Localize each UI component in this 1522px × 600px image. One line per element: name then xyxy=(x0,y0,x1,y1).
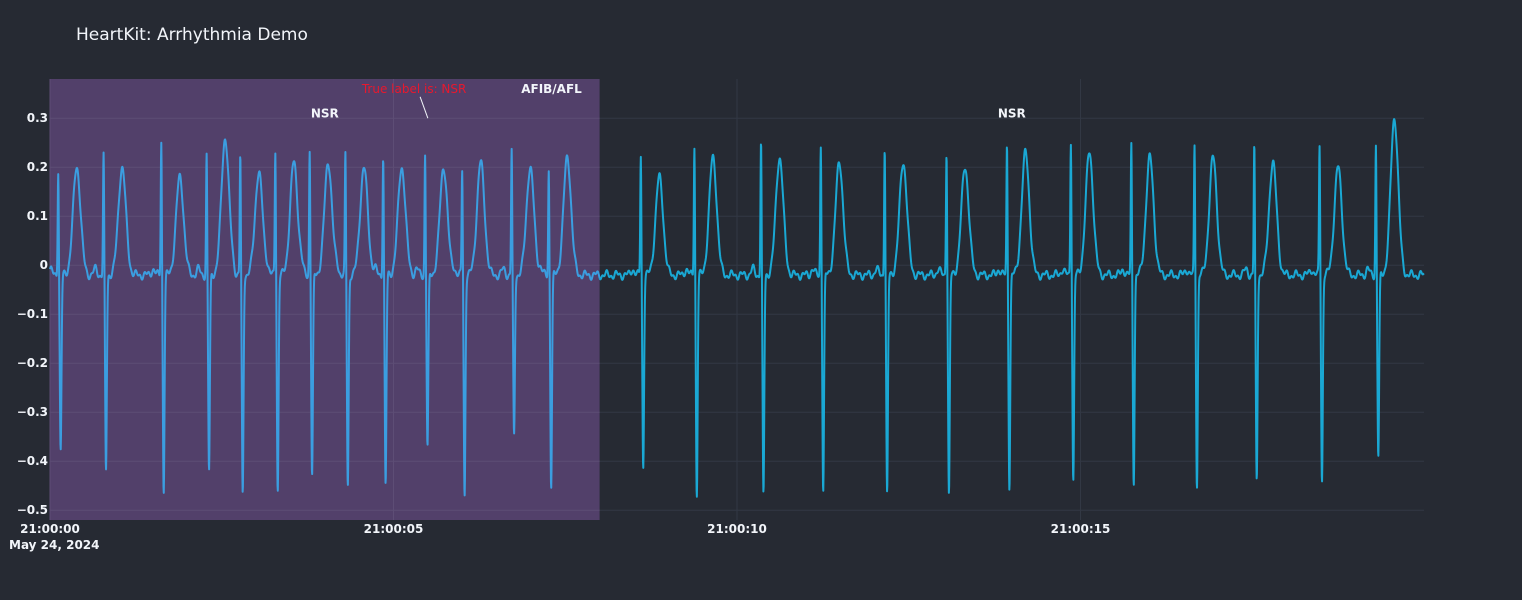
y-tick-label: 0.2 xyxy=(27,160,48,174)
annotation-arrow xyxy=(419,96,429,119)
y-tick-label: −0.4 xyxy=(17,454,48,468)
x-tick-label: 21:00:10 xyxy=(707,522,767,536)
highlight-region xyxy=(50,79,600,520)
y-tick-label: 0 xyxy=(40,258,48,272)
ecg-line xyxy=(598,118,1425,498)
y-tick-label: −0.2 xyxy=(17,356,48,370)
y-tick-label: 0.3 xyxy=(27,111,48,125)
x-tick-label: 21:00:00 xyxy=(20,522,80,536)
y-tick-label: −0.3 xyxy=(17,405,48,419)
x-tick-label: 21:00:15 xyxy=(1051,522,1111,536)
x-tick-label: 21:00:05 xyxy=(364,522,424,536)
label-annotation: NSR xyxy=(998,106,1026,120)
y-tick-label: −0.5 xyxy=(17,503,48,517)
label-annotation: AFIB/AFL xyxy=(521,82,582,96)
plot-area: 0.3 0.2 0.1 0 −0.1 −0.2 −0.3 −0.4 −0.5 21:00:00 Ma… xyxy=(9,79,1425,552)
chart-title: HeartKit: Arrhythmia Demo xyxy=(76,25,308,45)
y-tick-label: −0.1 xyxy=(17,307,48,321)
x-tick-sublabel: May 24, 2024 xyxy=(9,538,100,552)
y-tick-label: 0.1 xyxy=(27,209,48,223)
label-annotation: NSR xyxy=(311,106,339,120)
true-label-annotation: True label is: NSR xyxy=(361,82,467,96)
ecg-line-highlighted xyxy=(49,138,601,497)
